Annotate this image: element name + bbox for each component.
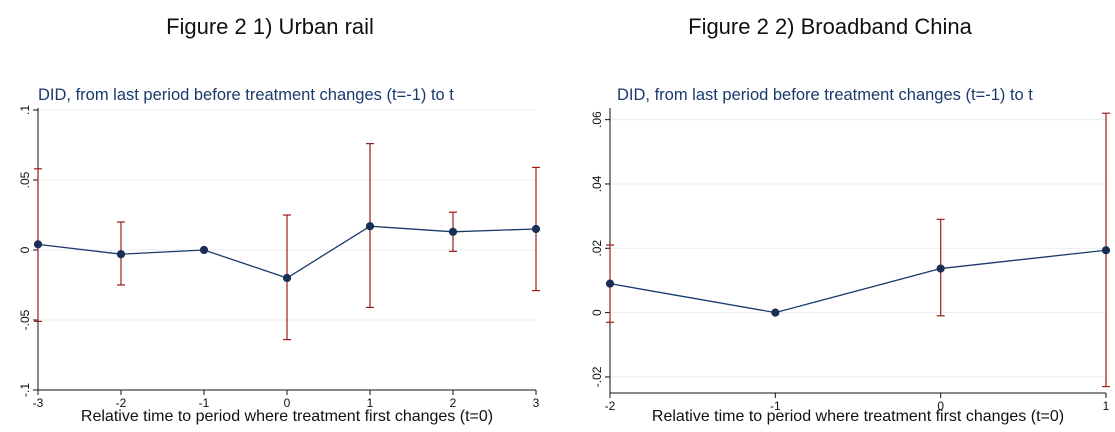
x-tick-label: -2 bbox=[605, 399, 616, 413]
x-tick-label: 0 bbox=[937, 399, 944, 413]
chart-panel-2: -.02 0 .02 .04 .06 -2 -1 0 1 DID, from last perio… bbox=[590, 86, 1111, 425]
x-tick-label: 0 bbox=[284, 396, 291, 410]
data-point bbox=[531, 224, 541, 234]
x-tick-label: 3 bbox=[533, 396, 540, 410]
x-axis-label: Relative time to period where treatment … bbox=[81, 408, 493, 425]
y-tick-label: -.02 bbox=[590, 366, 604, 387]
data-point bbox=[771, 308, 780, 317]
x-tick-label: 1 bbox=[367, 396, 374, 410]
data-point bbox=[936, 264, 945, 273]
data-point bbox=[605, 279, 615, 288]
y-tick-label: .02 bbox=[590, 240, 604, 257]
plot-title: DID, from last period before treatment c… bbox=[617, 86, 1033, 104]
y-tick-label: -.05 bbox=[18, 309, 32, 330]
y-tick-label: .05 bbox=[18, 171, 32, 188]
figure-1-heading: Figure 2 1) Urban rail bbox=[166, 14, 374, 39]
data-point bbox=[199, 245, 209, 255]
series-line bbox=[609, 249, 1107, 314]
plot-title: DID, from last period before treatment c… bbox=[38, 86, 454, 104]
x-tick-label: -3 bbox=[33, 396, 44, 410]
y-tick-label: .04 bbox=[590, 175, 604, 192]
y-tick-label: .06 bbox=[590, 111, 604, 128]
y-tick-label: 0 bbox=[590, 309, 604, 316]
y-tick-label: .1 bbox=[18, 105, 32, 115]
x-tick-label: -2 bbox=[116, 396, 127, 410]
y-tick-label: -.1 bbox=[18, 383, 32, 397]
data-point bbox=[116, 250, 126, 259]
x-axis-label: Relative time to period where treatment … bbox=[652, 408, 1064, 425]
x-tick-label: -1 bbox=[199, 396, 210, 410]
figure-2-heading: Figure 2 2) Broadband China bbox=[688, 14, 972, 39]
x-tick-label: -1 bbox=[770, 399, 781, 413]
x-tick-label: 2 bbox=[450, 396, 457, 410]
y-tick-label: 0 bbox=[18, 246, 32, 253]
data-point bbox=[282, 273, 292, 283]
data-point bbox=[448, 227, 458, 236]
data-point bbox=[1101, 246, 1111, 255]
data-point bbox=[33, 240, 43, 249]
x-tick-label: 1 bbox=[1103, 399, 1110, 413]
chart-panel-1: -.1 -.05 0 .05 .1 -3 -2 -1 0 1 2 3 DID, from last pe… bbox=[18, 86, 541, 425]
data-point bbox=[365, 222, 375, 231]
